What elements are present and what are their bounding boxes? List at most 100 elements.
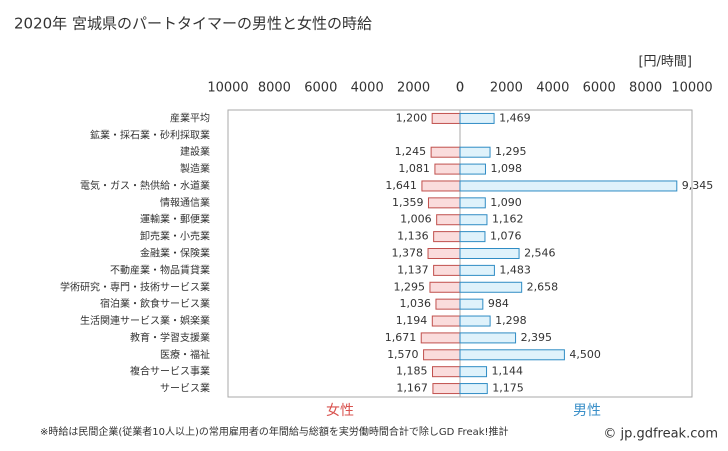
value-label: 1,136 (397, 230, 429, 243)
bar (433, 231, 461, 243)
category-label: 不動産業・物品賃貸業 (110, 263, 210, 276)
bar (459, 163, 486, 175)
bar (431, 315, 461, 327)
value-label: 1,081 (398, 162, 430, 175)
x-tick-label: 0 (456, 81, 464, 96)
value-label: 2,546 (524, 247, 556, 260)
bar (432, 383, 461, 395)
category-label: サービス業 (160, 382, 210, 395)
value-label: 1,671 (385, 331, 417, 344)
unit-label: [円/時間] (638, 55, 692, 70)
bar (459, 366, 488, 378)
value-label: 1,200 (396, 111, 428, 124)
value-label: 1,167 (396, 382, 428, 395)
x-tick-label: 10000 (207, 81, 248, 96)
bar (427, 197, 461, 209)
x-tick-label: 4000 (351, 81, 384, 96)
bar (431, 112, 461, 124)
bar (436, 214, 461, 226)
bar (459, 349, 565, 361)
value-label: 1,036 (399, 297, 431, 310)
legend-label: 女性 (326, 402, 354, 419)
category-label: 金融業・保険業 (140, 247, 210, 260)
category-label: 製造業 (180, 162, 210, 175)
category-label: 学術研究・専門・技術サービス業 (60, 280, 210, 293)
bar (459, 281, 523, 293)
bar (459, 214, 488, 226)
bar (432, 366, 461, 378)
x-tick-label: 8000 (629, 81, 662, 96)
value-label: 1,378 (392, 247, 424, 260)
bar (459, 383, 488, 395)
value-label: 1,076 (490, 230, 522, 243)
bar (459, 315, 491, 327)
value-label: 1,295 (393, 280, 425, 293)
bar (429, 281, 461, 293)
category-label: 産業平均 (170, 111, 210, 124)
value-label: 1,137 (397, 263, 429, 276)
bar (459, 298, 484, 310)
value-label: 1,570 (387, 348, 419, 361)
category-label: 医療・福祉 (160, 348, 210, 361)
bar (459, 264, 495, 276)
bar (459, 332, 517, 344)
category-label: 鉱業・採石業・砂利採取業 (90, 128, 210, 141)
x-tick-label: 6000 (583, 81, 616, 96)
bar (433, 264, 461, 276)
bar (459, 180, 678, 192)
category-label: 教育・学習支援業 (130, 331, 210, 344)
value-label: 1,194 (396, 314, 428, 327)
value-label: 1,295 (495, 145, 527, 158)
value-label: 1,245 (395, 145, 427, 158)
x-tick-label: 10000 (671, 81, 712, 96)
category-label: 複合サービス事業 (130, 365, 210, 378)
x-tick-label: 2000 (397, 81, 430, 96)
value-label: 1,144 (492, 365, 523, 378)
value-label: 2,395 (521, 331, 553, 344)
category-label: 情報通信業 (160, 196, 210, 209)
value-label: 2,658 (527, 280, 559, 293)
footnote: ※時給は民間企業(従業者10人以上)の常用雇用者の年間給与総額を実労働時間合計で… (40, 425, 509, 438)
bar (421, 180, 461, 192)
bar (423, 349, 461, 361)
bar (459, 248, 520, 259)
bar (459, 197, 486, 209)
value-label: 1,298 (495, 314, 527, 327)
x-tick-label: 6000 (304, 81, 337, 96)
x-tick-label: 0 (456, 81, 464, 96)
value-label: 1,162 (492, 213, 523, 226)
value-label: 1,359 (392, 196, 424, 209)
category-label: 卸売業・小売業 (140, 230, 210, 243)
bar (420, 332, 461, 344)
value-label: 9,345 (682, 179, 714, 192)
legend-label: 男性 (573, 403, 601, 419)
value-label: 4,500 (569, 348, 601, 361)
bar (427, 248, 461, 259)
bar (459, 112, 495, 124)
bar (435, 298, 461, 310)
x-tick-label: 4000 (536, 81, 569, 96)
bar (430, 146, 461, 158)
bar (459, 146, 491, 158)
bar (459, 231, 486, 243)
value-label: 1,175 (492, 382, 524, 395)
category-label: 生活関連サービス業・娯楽業 (80, 314, 210, 327)
x-tick-label: 2000 (490, 81, 523, 96)
category-label: 建設業 (180, 145, 210, 158)
value-label: 1,185 (396, 365, 428, 378)
value-label: 1,483 (499, 263, 531, 276)
chart-title: 2020年 宮城県のパートタイマーの男性と女性の時給 (14, 15, 372, 33)
value-label: 1,098 (490, 162, 522, 175)
category-label: 宿泊業・飲食サービス業 (100, 297, 210, 310)
x-tick-label: 8000 (258, 81, 291, 96)
category-label: 運輸業・郵便業 (140, 213, 210, 226)
value-label: 1,469 (499, 111, 531, 124)
value-label: 984 (488, 297, 509, 310)
value-label: 1,641 (385, 179, 417, 192)
source: © jp.gdfreak.com (603, 427, 718, 442)
value-label: 1,090 (490, 196, 521, 209)
category-label: 電気・ガス・熱供給・水道業 (80, 179, 210, 192)
bar (434, 163, 461, 175)
